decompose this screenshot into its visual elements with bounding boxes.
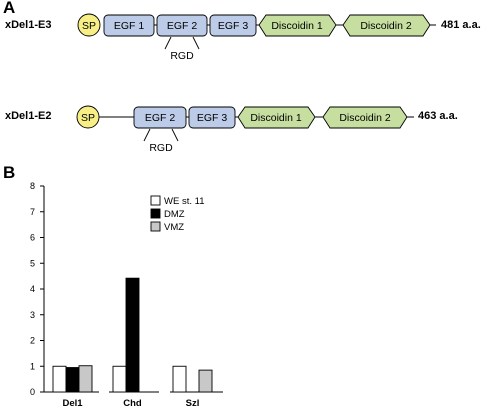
y-tick-label: 1: [30, 361, 35, 371]
bar-chd-dmz: [125, 277, 140, 393]
y-tick-label: 3: [30, 310, 35, 320]
bar-szl-we-st-11: [172, 365, 187, 393]
legend-label: VMZ: [164, 222, 184, 233]
egf-domain: [103, 14, 155, 37]
egf-domain: [156, 14, 208, 37]
y-tick-label: 0: [30, 387, 35, 397]
bar-del1-dmz: [65, 367, 80, 393]
discoidin-domain-label: Discoidin 2: [339, 112, 391, 124]
bar-chd-we-st-11: [112, 365, 127, 393]
bar-del1-vmz: [78, 365, 93, 393]
legend-swatch: [150, 208, 161, 219]
y-tick-label: 6: [30, 233, 35, 243]
rgd-motif-label: RGD: [149, 142, 173, 154]
x-category-label: Chd: [123, 398, 142, 409]
y-tick-label: 7: [30, 207, 35, 217]
egf-domain: [133, 106, 187, 129]
discoidin-domain: [322, 106, 408, 129]
x-category-label: Szl: [186, 398, 200, 409]
domain-diagram: SP EGF 1 EGF 2 EGF 3 Discoidin 1 Discoid…: [76, 13, 436, 154]
rgd-motif-label: RGD: [170, 50, 194, 62]
signal-peptide: [76, 105, 100, 129]
egf-domain-label: EGF 1: [114, 20, 145, 32]
legend-swatch: [150, 195, 161, 206]
discoidin-domain-label: Discoidin 2: [360, 20, 412, 32]
x-category-label: Del1: [62, 398, 83, 409]
legend-label: WE st. 11: [164, 196, 204, 207]
discoidin-domain: [342, 14, 431, 37]
signal-peptide: [77, 13, 101, 37]
rgd-marker-line: [143, 128, 151, 142]
signal-peptide-label: SP: [81, 112, 95, 124]
length-label-e2: 463 a.a.: [418, 110, 458, 122]
length-label-e3: 481 a.a.: [441, 19, 481, 31]
signal-peptide-label: SP: [82, 20, 96, 32]
discoidin-domain: [258, 14, 337, 37]
egf-domain: [209, 14, 257, 37]
legend-label: DMZ: [164, 209, 185, 220]
egf-domain-label: EGF 2: [145, 112, 176, 124]
y-tick-label: 8: [30, 181, 35, 191]
construct-name-e3: xDel1-E3: [5, 19, 52, 31]
discoidin-domain-label: Discoidin 1: [271, 20, 323, 32]
construct-name-e2: xDel1-E2: [5, 110, 52, 122]
rgd-marker-line: [192, 36, 200, 50]
egf-domain: [188, 106, 236, 129]
y-tick-label: 5: [30, 258, 35, 268]
rgd-marker-line: [164, 36, 172, 50]
y-tick-label: 4: [30, 284, 35, 294]
rgd-marker-line: [171, 128, 179, 142]
panel-a-letter: A: [3, 0, 16, 17]
panel-b-letter: B: [3, 163, 16, 182]
bar-del1-we-st-11: [52, 365, 67, 393]
bar-szl-vmz: [198, 369, 213, 393]
legend-swatch: [150, 221, 161, 232]
egf-domain-label: EGF 2: [167, 20, 198, 32]
discoidin-domain-label: Discoidin 1: [250, 112, 302, 124]
y-tick-label: 2: [30, 336, 35, 346]
discoidin-domain: [237, 106, 316, 129]
egf-domain-label: EGF 3: [218, 20, 249, 32]
egf-domain-label: EGF 3: [197, 112, 228, 124]
